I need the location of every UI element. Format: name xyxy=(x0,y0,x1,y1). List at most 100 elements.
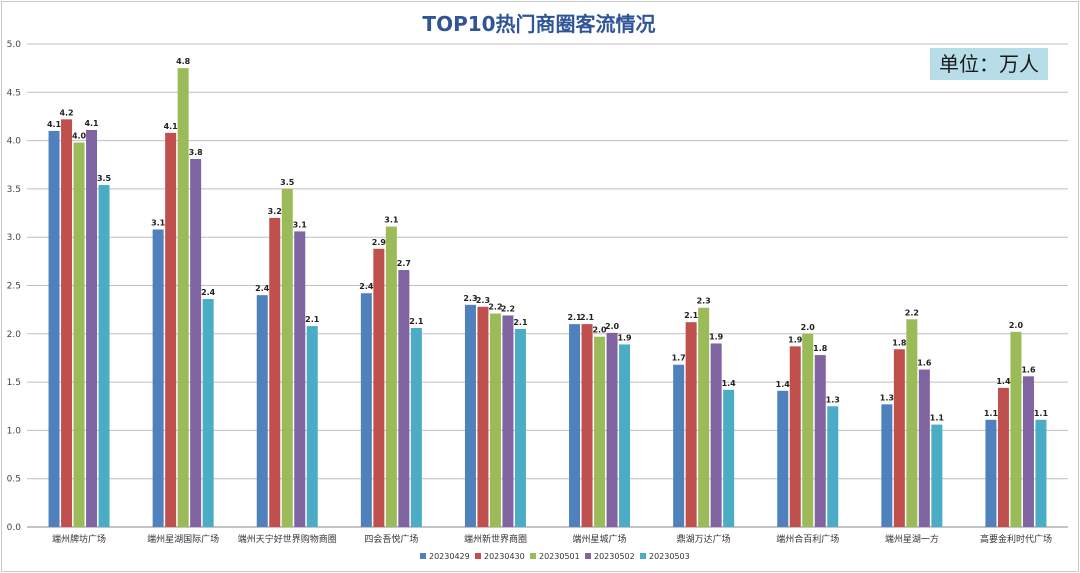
data-label: 2.4 xyxy=(255,284,270,293)
bar xyxy=(514,328,526,527)
data-label: 2.3 xyxy=(463,294,477,303)
data-label: 2.2 xyxy=(905,308,919,317)
y-tick-label: 1.5 xyxy=(7,378,21,388)
legend-swatch xyxy=(530,553,536,559)
bar xyxy=(906,319,918,527)
data-label: 1.8 xyxy=(813,344,828,353)
y-tick-label: 0.5 xyxy=(7,475,21,485)
data-label: 2.1 xyxy=(305,315,320,324)
data-label: 1.4 xyxy=(722,379,737,388)
bar xyxy=(723,389,735,527)
bar xyxy=(306,326,318,527)
bar xyxy=(881,404,893,527)
data-label: 1.6 xyxy=(1021,365,1036,374)
data-label: 1.3 xyxy=(826,395,840,404)
data-label: 1.1 xyxy=(984,409,999,418)
bar xyxy=(594,336,606,527)
data-label: 4.0 xyxy=(72,132,87,141)
data-label: 3.2 xyxy=(268,207,282,216)
bar xyxy=(1035,419,1047,527)
data-label: 1.9 xyxy=(617,333,632,342)
data-label: 2.2 xyxy=(501,304,515,313)
data-label: 2.9 xyxy=(372,238,387,247)
data-label: 2.3 xyxy=(697,297,711,306)
x-tick-label: 端州合百利广场 xyxy=(776,533,839,545)
y-tick-label: 5.0 xyxy=(7,40,22,50)
bar xyxy=(581,324,593,527)
x-tick-label: 四会吾悦广场 xyxy=(364,533,418,545)
bar xyxy=(190,158,202,528)
bar xyxy=(814,355,826,527)
bar xyxy=(98,185,110,527)
bar xyxy=(269,217,281,527)
data-label: 1.1 xyxy=(1034,409,1049,418)
x-tick-label: 端州星城广场 xyxy=(573,533,627,545)
bar xyxy=(685,322,697,527)
y-tick-label: 2.0 xyxy=(7,330,22,340)
y-tick-label: 3.0 xyxy=(7,233,22,243)
data-label: 2.1 xyxy=(409,317,424,326)
data-label: 3.5 xyxy=(97,174,112,183)
data-label: 2.1 xyxy=(580,313,595,322)
bar xyxy=(710,343,722,527)
data-label: 1.9 xyxy=(709,332,724,341)
data-label: 3.1 xyxy=(384,216,399,225)
bar xyxy=(152,229,164,528)
bar xyxy=(410,328,422,527)
data-label: 2.0 xyxy=(801,323,816,332)
bar xyxy=(86,129,98,527)
data-label: 3.8 xyxy=(189,148,204,157)
data-label: 1.7 xyxy=(672,354,686,363)
legend-swatch xyxy=(475,553,481,559)
data-label: 2.2 xyxy=(488,303,502,312)
legend-swatch xyxy=(640,553,646,559)
bar xyxy=(256,295,268,527)
y-tick-label: 0.0 xyxy=(7,523,22,533)
data-label: 1.8 xyxy=(892,338,907,347)
bar xyxy=(1010,331,1022,527)
legend-label: 20230503 xyxy=(649,552,690,561)
bar xyxy=(985,419,997,527)
data-label: 1.1 xyxy=(930,414,945,423)
data-label: 1.3 xyxy=(880,393,894,402)
data-label: 1.4 xyxy=(776,380,791,389)
data-label: 4.2 xyxy=(59,108,73,117)
data-label: 4.1 xyxy=(84,119,99,128)
x-tick-label: 端州新世界商圈 xyxy=(464,533,527,545)
legend-label: 20230502 xyxy=(594,552,635,561)
x-tick-label: 鼎湖万达广场 xyxy=(677,533,731,545)
y-tick-label: 2.5 xyxy=(7,282,21,292)
bar xyxy=(619,344,631,527)
data-label: 3.1 xyxy=(293,220,308,229)
data-label: 1.9 xyxy=(788,335,803,344)
data-label: 2.1 xyxy=(513,318,528,327)
bar xyxy=(489,313,501,527)
bar xyxy=(997,387,1009,527)
bar xyxy=(777,390,789,527)
bar xyxy=(294,231,306,528)
data-label: 4.8 xyxy=(176,57,191,66)
legend-swatch xyxy=(585,553,591,559)
bar xyxy=(385,226,397,527)
bar xyxy=(48,130,60,527)
data-label: 2.3 xyxy=(476,296,490,305)
bar xyxy=(281,188,293,527)
bar xyxy=(1022,376,1034,527)
bar xyxy=(893,349,905,527)
data-label: 2.0 xyxy=(605,322,620,331)
data-label: 2.0 xyxy=(1009,321,1024,330)
data-label: 4.1 xyxy=(47,120,62,129)
unit-annotation: 单位：万人 xyxy=(930,48,1048,80)
bar xyxy=(931,424,943,527)
y-tick-label: 3.5 xyxy=(7,185,21,195)
legend-label: 20230430 xyxy=(484,552,525,561)
data-label: 2.4 xyxy=(201,288,216,297)
bar xyxy=(202,299,214,527)
bar xyxy=(477,306,489,527)
data-label: 3.1 xyxy=(151,218,166,227)
data-label: 1.6 xyxy=(917,359,932,368)
bar xyxy=(398,270,410,527)
x-tick-label: 端州星湖一方 xyxy=(885,533,939,545)
data-label: 2.0 xyxy=(592,326,607,335)
bar xyxy=(673,364,685,527)
